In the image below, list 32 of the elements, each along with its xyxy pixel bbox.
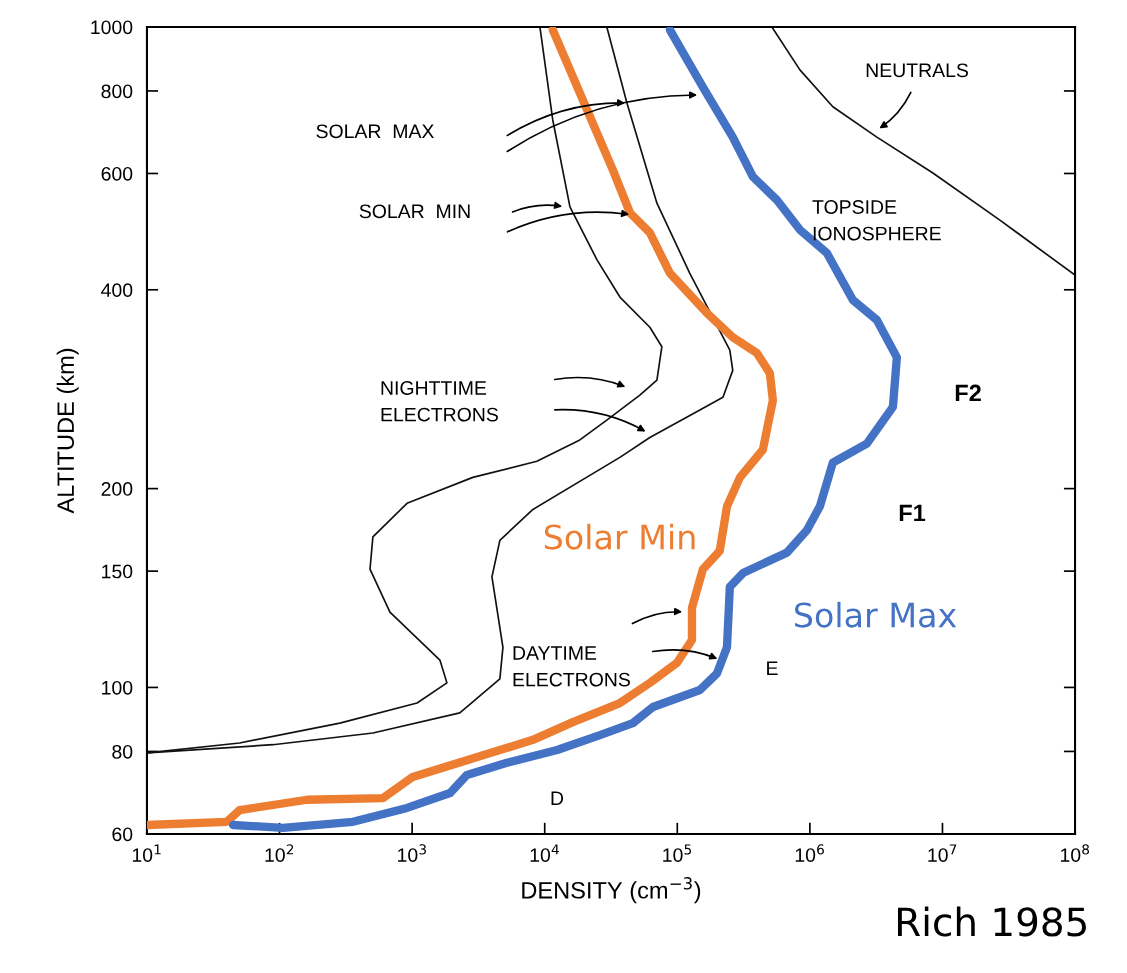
x-tick-label: 10$^{3}$ (398, 844, 426, 862)
annotation: NEUTRALS (866, 63, 968, 78)
annotation: E (767, 661, 778, 675)
annotation: DAYTIME ELECTRONS (513, 646, 630, 687)
annotation: F2 (955, 384, 981, 402)
y-tick-label: 800 (101, 84, 133, 99)
series-label: Solar Min (544, 523, 695, 550)
text: Rich 1985 (897, 906, 1086, 937)
x-tick-label: 10$^{1}$ (132, 844, 161, 862)
x-tick-label: 10$^{4}$ (530, 844, 559, 862)
annotation: SOLAR MIN (359, 204, 470, 219)
x-tick-label: 10$^{6}$ (795, 844, 824, 862)
annotation: TOPSIDE IONOSPHERE (812, 200, 941, 241)
annotation: D (551, 791, 564, 805)
y-tick-label: 600 (101, 166, 133, 181)
y-axis-title: ALTITUDE (km) (56, 348, 79, 514)
y-tick-label: 60 (112, 827, 133, 842)
annotation: NIGHTTIME ELECTRONS (381, 381, 498, 422)
annotation: F1 (899, 504, 926, 522)
annotation: SOLAR MAX (316, 124, 434, 139)
y-tick-label: 200 (101, 482, 133, 496)
x-tick-label: 10$^{7}$ (928, 844, 957, 862)
y-tick-label: 100 (102, 680, 133, 695)
y-tick-label: 400 (101, 283, 133, 298)
x-tick-label: 10$^{2}$ (265, 844, 294, 862)
x-tick-label: 10$^{5}$ (663, 844, 692, 862)
y-tick-label: 1000 (91, 20, 133, 35)
y-tick-label: 150 (102, 564, 133, 579)
x-axis-title: DENSITY (cm$^{−3}$) (522, 877, 701, 904)
x-tick-label: 10$^{8}$ (1060, 844, 1090, 862)
y-tick-label: 80 (112, 744, 133, 759)
series-label: Solar Max (795, 601, 957, 628)
